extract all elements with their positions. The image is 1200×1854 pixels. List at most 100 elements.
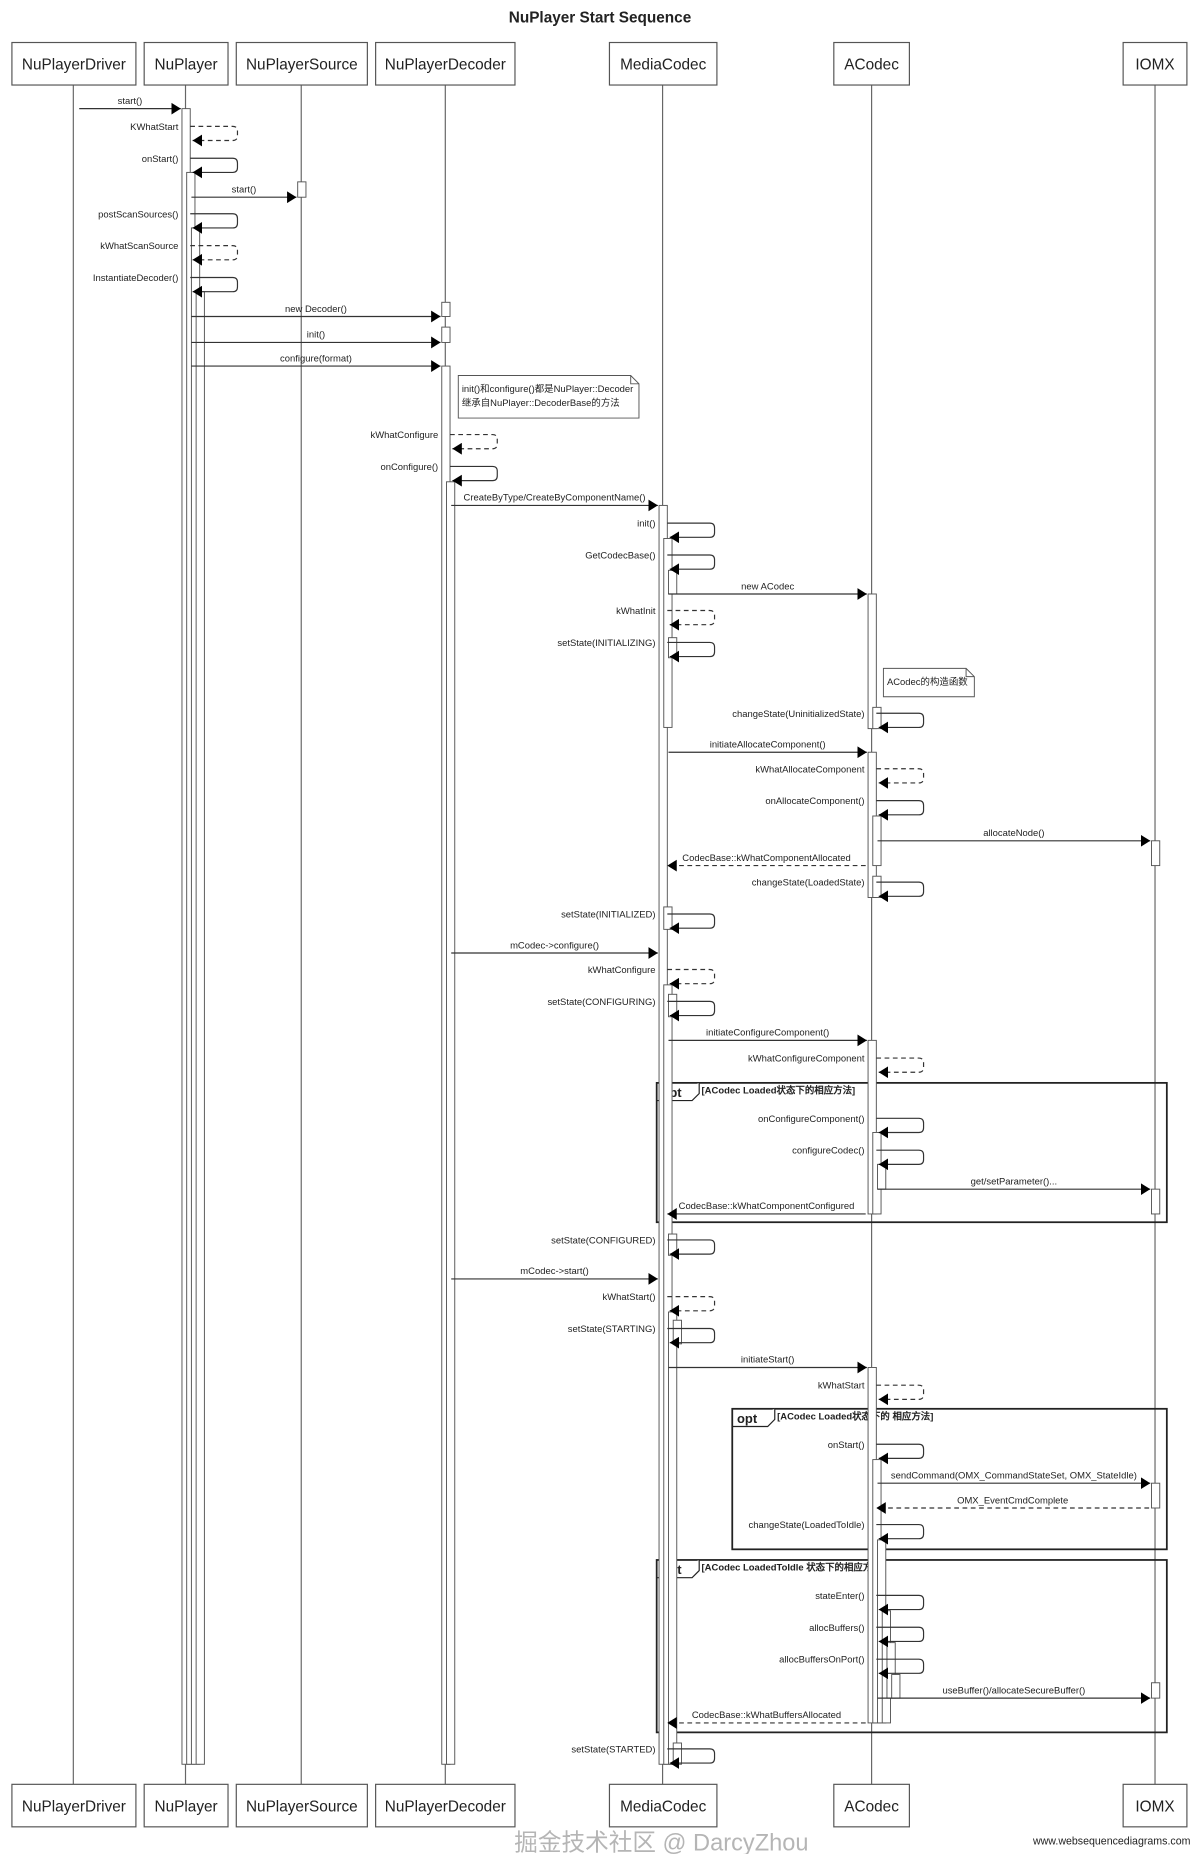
message-change-state-loaded-state: changeState(LoadedState) <box>752 878 925 903</box>
message-allocate-node: allocateNode() <box>877 828 1151 847</box>
message-set-state-initializing: setState(INITIALIZING) <box>557 638 716 663</box>
message-label: kWhatConfigureComponent <box>748 1054 865 1065</box>
message-state-enter: stateEnter() <box>815 1591 925 1616</box>
message-label: setState(INITIALIZED) <box>561 910 655 921</box>
activation-bar <box>668 637 678 659</box>
activation-bar <box>1151 840 1161 867</box>
message-label: OMX_EventCmdComplete <box>957 1495 1068 1506</box>
message-configure-format: configure(format) <box>191 353 441 372</box>
message-new-decoder: new Decoder() <box>191 304 441 323</box>
message-k-what-init: kWhatInit <box>616 606 716 631</box>
fragment-condition: [ACodec LoadedToIdle 状态下的相应方法] <box>702 1562 885 1574</box>
message-label: kWhatStart <box>818 1381 865 1392</box>
message-change-state-uninitialized-state: changeState(UninitializedState) <box>732 709 925 734</box>
message-configure-codec: configureCodec() <box>792 1146 925 1171</box>
activation-bar <box>668 569 678 595</box>
watermark: 掘金技术社区 @ DarcyZhou <box>514 1829 808 1854</box>
message-post-scan-sources: postScanSources() <box>98 209 239 234</box>
activation-bar <box>195 291 205 1765</box>
activation-bar <box>672 1319 682 1345</box>
message-k-what-scan-source: kWhatScanSource <box>100 241 239 266</box>
opt-fragment: opt [ACodec Loaded状态下的 相应方法] <box>731 1407 1168 1551</box>
participant-nu-player-bottom: NuPlayer <box>143 1783 229 1828</box>
message-label: setState(STARTED) <box>571 1744 655 1755</box>
activation-bar <box>867 1039 877 1215</box>
fragment-operator: opt <box>737 1411 758 1426</box>
message-label: useBuffer()/allocateSecureBuffer() <box>942 1685 1085 1696</box>
message-k-what-start: kWhatStart <box>818 1381 925 1406</box>
message-k-what-start: kWhatStart() <box>603 1292 716 1317</box>
activation-bar <box>446 481 456 1765</box>
participant-acodec-bottom: ACodec <box>833 1783 910 1828</box>
message-label: changeState(LoadedState) <box>752 878 865 889</box>
message-use-buffer-allocate-secure-buffer: useBuffer()/allocateSecureBuffer() <box>877 1685 1151 1705</box>
opt-fragment: opt[ACodec LoadedToIdle 状态下的相应方法] <box>655 1559 1168 1734</box>
activation-bar <box>668 1233 678 1256</box>
message-codec-base-k-what-component-allocated: CodecBase::kWhatComponentAllocated <box>667 853 866 872</box>
participant-nu-player-source-bottom: NuPlayerSource <box>235 1783 368 1828</box>
activation-bar <box>1151 1482 1161 1509</box>
message-label: setState(INITIALIZING) <box>557 638 655 649</box>
message-start: start() <box>191 184 297 204</box>
message-set-state-started: setState(STARTED) <box>571 1744 716 1769</box>
message-label: configure(format) <box>280 353 352 364</box>
message-m-codec-configure: mCodec->configure() <box>451 940 658 959</box>
participant-label: NuPlayerDriver <box>22 57 126 74</box>
message-label: start() <box>232 184 257 195</box>
message-change-state-loaded-to-idle: changeState(LoadedToIdle) <box>749 1520 925 1545</box>
message-on-start: onStart() <box>142 154 239 179</box>
activation-bar <box>663 906 673 930</box>
participant-label: ACodec <box>844 1798 899 1815</box>
message-label: stateEnter() <box>815 1591 864 1602</box>
message-codec-base-k-what-buffers-allocated: CodecBase::kWhatBuffersAllocated <box>667 1710 866 1729</box>
message-label: onAllocateComponent() <box>765 796 864 807</box>
message-label: CreateByType/CreateByComponentName() <box>464 493 646 504</box>
message-kwhat-start: KWhatStart <box>130 122 239 147</box>
message-label: onConfigureComponent() <box>758 1114 865 1125</box>
message-label: allocBuffersOnPort() <box>779 1655 864 1666</box>
note-line: 继承自NuPlayer::DecoderBase的方法 <box>462 397 620 409</box>
note: ACodec的构造函数 <box>882 667 975 698</box>
message-label: onStart() <box>142 154 179 165</box>
note: init()和configure()都是NuPlayer::Decoder继承自… <box>457 375 640 419</box>
activation-bar <box>872 875 882 898</box>
participant-label: NuPlayer <box>155 1798 218 1815</box>
message-set-state-starting: setState(STARTING) <box>568 1324 716 1349</box>
message-label: setState(CONFIGURED) <box>551 1235 655 1246</box>
message-init: init() <box>191 330 441 349</box>
message-instantiate-decoder: InstantiateDecoder() <box>93 273 239 298</box>
participant-label: NuPlayerSource <box>246 57 358 74</box>
message-label: changeState(LoadedToIdle) <box>749 1520 865 1531</box>
participant-label: NuPlayerDriver <box>22 1798 126 1815</box>
message-label: InstantiateDecoder() <box>93 273 179 284</box>
participant-media-codec-top: MediaCodec <box>608 41 718 86</box>
message-label: initiateAllocateComponent() <box>710 740 826 751</box>
message-label: init() <box>637 519 655 530</box>
activation-bar <box>663 538 673 728</box>
activation-bar <box>668 993 678 1018</box>
participant-nu-player-driver-bottom: NuPlayerDriver <box>11 1783 137 1828</box>
message-label: kWhatAllocateComponent <box>755 764 864 775</box>
message-label: setState(STARTING) <box>568 1324 656 1335</box>
message-label: changeState(UninitializedState) <box>732 709 864 720</box>
message-set-state-initialized: setState(INITIALIZED) <box>561 910 716 935</box>
participant-nu-player-decoder-top: NuPlayerDecoder <box>375 41 516 86</box>
message-label: GetCodecBase() <box>585 551 655 562</box>
message-alloc-buffers-on-port: allocBuffersOnPort() <box>779 1655 925 1680</box>
message-label: CodecBase::kWhatBuffersAllocated <box>692 1710 841 1721</box>
activation-bar <box>1151 1188 1161 1215</box>
note-line: init()和configure()都是NuPlayer::Decoder <box>462 384 634 395</box>
message-set-state-configuring: setState(CONFIGURING) <box>547 997 716 1022</box>
message-label: init() <box>307 330 325 341</box>
fragment-condition: [ACodec Loaded状态下的相应方法] <box>702 1085 856 1097</box>
message-get-codec-base: GetCodecBase() <box>585 551 716 576</box>
message-omx-event-cmd-complete: OMX_EventCmdComplete <box>876 1495 1150 1514</box>
participant-label: ACodec <box>844 57 899 74</box>
participant-label: NuPlayer <box>155 57 218 74</box>
activation-bar <box>668 1311 678 1765</box>
message-label: kWhatInit <box>616 606 656 617</box>
participant-label: NuPlayerSource <box>246 1798 358 1815</box>
participant-label: MediaCodec <box>620 1798 706 1815</box>
message-label: mCodec->start() <box>520 1266 588 1277</box>
